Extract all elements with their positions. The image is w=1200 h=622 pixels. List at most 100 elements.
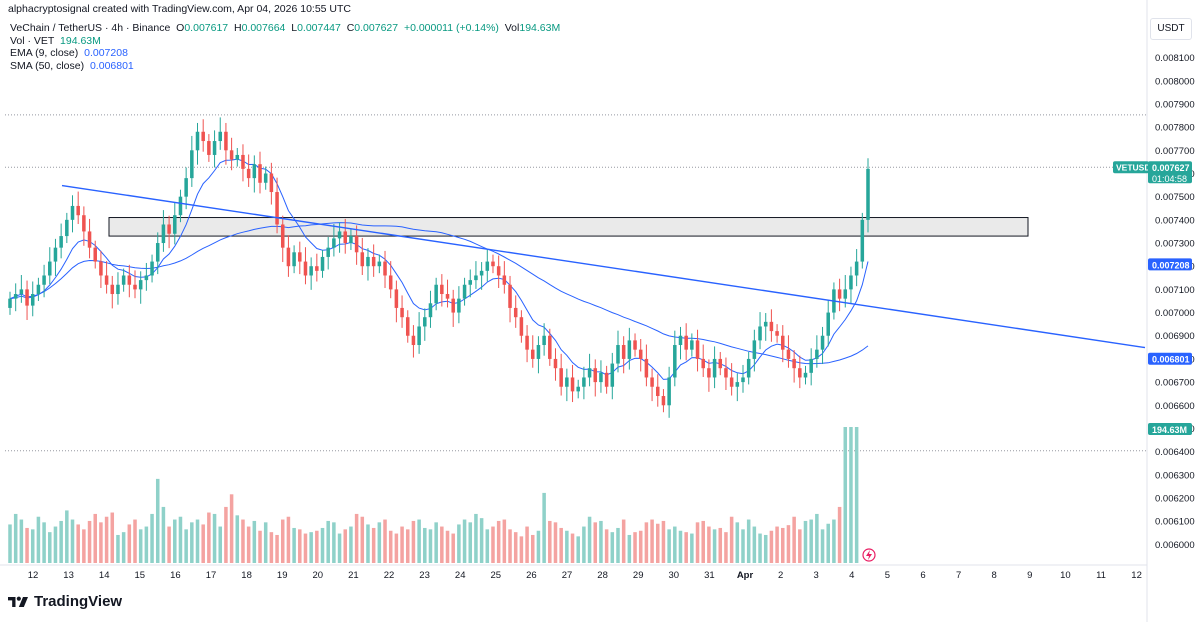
candle[interactable] xyxy=(769,321,774,332)
resistance-zone[interactable] xyxy=(108,217,1029,237)
candle[interactable] xyxy=(161,224,166,244)
candle[interactable] xyxy=(479,270,484,276)
candle[interactable] xyxy=(25,289,29,306)
candle[interactable] xyxy=(656,386,660,397)
candle[interactable] xyxy=(127,275,132,285)
candle[interactable] xyxy=(542,335,546,346)
candle[interactable] xyxy=(65,219,69,237)
candle[interactable] xyxy=(695,340,700,359)
candle[interactable] xyxy=(349,236,353,244)
candle[interactable] xyxy=(70,205,75,220)
candle[interactable] xyxy=(212,141,217,155)
candle[interactable] xyxy=(190,150,194,179)
candle[interactable] xyxy=(76,205,80,216)
ema-indicator-row[interactable]: EMA (9, close) 0.007208 xyxy=(10,47,560,60)
candle[interactable] xyxy=(684,335,688,350)
candle[interactable] xyxy=(866,168,870,220)
candle[interactable] xyxy=(758,326,762,341)
candle[interactable] xyxy=(763,321,768,327)
candle[interactable] xyxy=(610,363,615,387)
candle[interactable] xyxy=(854,261,859,276)
candle[interactable] xyxy=(417,326,421,346)
candle[interactable] xyxy=(815,349,819,359)
candle[interactable] xyxy=(485,261,490,271)
candle[interactable] xyxy=(292,252,296,267)
candle[interactable] xyxy=(587,368,592,378)
candle[interactable] xyxy=(110,284,115,295)
candle[interactable] xyxy=(286,247,291,267)
candle[interactable] xyxy=(252,164,257,179)
candle[interactable] xyxy=(59,236,63,248)
candle[interactable] xyxy=(559,368,563,387)
candle[interactable] xyxy=(150,261,154,276)
candle[interactable] xyxy=(724,368,728,378)
candle[interactable] xyxy=(690,340,694,350)
candle[interactable] xyxy=(798,368,802,378)
candle[interactable] xyxy=(280,224,285,248)
candle[interactable] xyxy=(36,284,41,295)
volume-indicator-name[interactable]: Vol · VET xyxy=(10,34,55,47)
candle[interactable] xyxy=(860,219,865,262)
candle[interactable] xyxy=(508,284,512,308)
candle[interactable] xyxy=(530,349,535,359)
sma-line[interactable] xyxy=(9,222,869,365)
candle[interactable] xyxy=(650,377,654,387)
candle[interactable] xyxy=(377,261,382,267)
candle[interactable] xyxy=(837,289,842,299)
candle[interactable] xyxy=(104,275,109,285)
candle[interactable] xyxy=(576,386,580,392)
candle[interactable] xyxy=(411,335,416,346)
candle[interactable] xyxy=(309,266,313,276)
candle[interactable] xyxy=(82,215,86,232)
candle[interactable] xyxy=(820,335,825,350)
candle[interactable] xyxy=(752,340,757,359)
candle[interactable] xyxy=(241,154,245,169)
candle[interactable] xyxy=(326,247,330,257)
candle[interactable] xyxy=(491,261,495,267)
candle[interactable] xyxy=(42,275,46,285)
candle[interactable] xyxy=(423,317,427,327)
candle[interactable] xyxy=(707,368,711,378)
candle[interactable] xyxy=(849,275,853,290)
candle[interactable] xyxy=(644,358,649,378)
symbol-name[interactable]: VeChain / TetherUS · 4h · Binance xyxy=(10,22,171,34)
candle[interactable] xyxy=(809,358,813,373)
candle[interactable] xyxy=(178,196,183,216)
candle[interactable] xyxy=(519,317,524,336)
candle[interactable] xyxy=(332,238,336,248)
candle[interactable] xyxy=(775,331,779,336)
candle[interactable] xyxy=(383,261,387,276)
candle[interactable] xyxy=(667,377,671,406)
candle[interactable] xyxy=(536,345,541,359)
candle[interactable] xyxy=(604,372,609,387)
ema-indicator-name[interactable]: EMA (9, close) xyxy=(10,47,79,59)
sma-indicator-name[interactable]: SMA (50, close) xyxy=(10,59,85,72)
candle[interactable] xyxy=(741,377,745,383)
candle[interactable] xyxy=(121,275,126,285)
symbol-row[interactable]: VeChain / TetherUS · 4h · Binance O0.007… xyxy=(10,22,560,35)
candle[interactable] xyxy=(116,284,120,295)
candle[interactable] xyxy=(525,335,529,350)
candle[interactable] xyxy=(451,298,455,313)
candle[interactable] xyxy=(468,280,473,285)
candle[interactable] xyxy=(502,275,507,285)
volume-indicator-row[interactable]: Vol · VET 194.63M xyxy=(10,35,560,48)
candle[interactable] xyxy=(354,236,359,253)
candle[interactable] xyxy=(303,261,308,276)
candle[interactable] xyxy=(99,261,103,276)
candle[interactable] xyxy=(275,192,279,225)
sma-indicator-row[interactable]: SMA (50, close) 0.006801 xyxy=(10,60,560,73)
candle[interactable] xyxy=(184,178,188,197)
candle[interactable] xyxy=(633,340,637,350)
candle[interactable] xyxy=(457,298,461,313)
candle[interactable] xyxy=(258,164,262,183)
candle[interactable] xyxy=(93,247,97,262)
candle[interactable] xyxy=(366,256,370,267)
candle[interactable] xyxy=(315,266,319,271)
candle[interactable] xyxy=(718,358,723,369)
candle[interactable] xyxy=(593,368,598,383)
candle[interactable] xyxy=(548,335,552,359)
candle[interactable] xyxy=(269,173,274,193)
candle[interactable] xyxy=(786,349,791,359)
